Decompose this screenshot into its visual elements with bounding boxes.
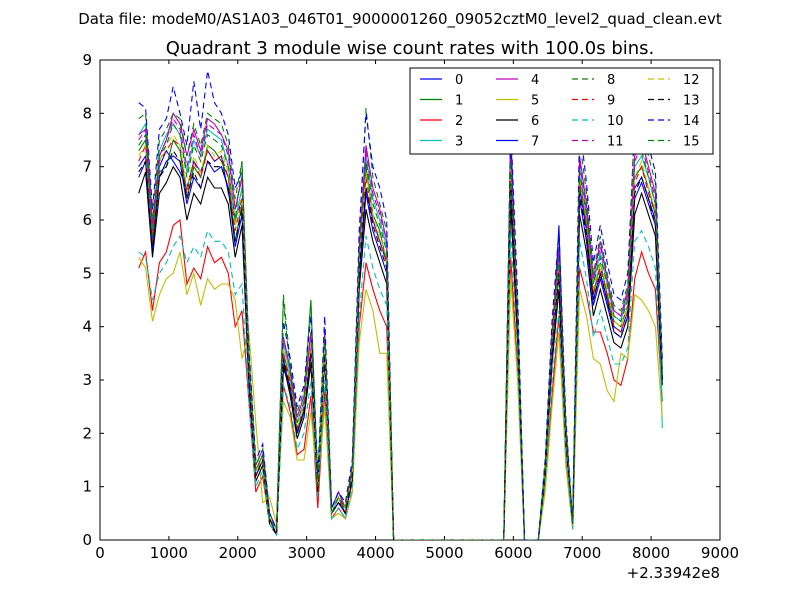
x-tick-label-7: 7000 xyxy=(563,544,601,562)
x-tick-label-3: 3000 xyxy=(288,544,326,562)
legend-label-11: 11 xyxy=(607,135,624,150)
legend-label-14: 14 xyxy=(683,114,700,129)
chart-title: Quadrant 3 module wise count rates with … xyxy=(166,38,655,59)
legend-label-8: 8 xyxy=(607,73,615,88)
x-tick-label-6: 6000 xyxy=(494,544,532,562)
series-line-9 xyxy=(138,139,663,540)
y-tick-label-9: 9 xyxy=(82,51,92,69)
x-tick-label-4: 4000 xyxy=(356,544,394,562)
legend-label-2: 2 xyxy=(455,114,463,129)
y-tick-label-1: 1 xyxy=(82,478,92,496)
series-line-11 xyxy=(138,117,663,540)
x-offset-label: +2.33942e8 xyxy=(627,564,720,582)
y-tick-label-7: 7 xyxy=(82,158,92,176)
legend-label-3: 3 xyxy=(455,135,463,150)
legend-label-0: 0 xyxy=(455,73,463,88)
legend-label-15: 15 xyxy=(683,135,700,150)
legend-label-9: 9 xyxy=(607,94,615,109)
legend-label-13: 13 xyxy=(683,94,700,109)
legend-label-1: 1 xyxy=(455,94,463,109)
y-tick-label-6: 6 xyxy=(82,211,92,229)
x-tick-label-0: 0 xyxy=(95,544,105,562)
legend-label-5: 5 xyxy=(531,94,539,109)
legend-label-6: 6 xyxy=(531,114,539,129)
legend-label-10: 10 xyxy=(607,114,624,129)
y-tick-label-2: 2 xyxy=(82,424,92,442)
y-tick-label-4: 4 xyxy=(82,318,92,336)
legend-box xyxy=(409,67,714,155)
x-tick-label-9: 9000 xyxy=(701,544,739,562)
x-tick-label-1: 1000 xyxy=(150,544,188,562)
y-tick-label-5: 5 xyxy=(82,264,92,282)
y-tick-label-0: 0 xyxy=(82,531,92,549)
series-line-15 xyxy=(138,118,663,540)
x-tick-label-8: 8000 xyxy=(632,544,670,562)
series-line-10 xyxy=(138,229,663,540)
data-file-suptitle: Data file: modeM0/AS1A03_046T01_90000012… xyxy=(78,10,722,29)
legend-label-7: 7 xyxy=(531,135,539,150)
legend-label-12: 12 xyxy=(683,73,700,88)
x-tick-label-5: 5000 xyxy=(425,544,463,562)
legend-label-4: 4 xyxy=(531,73,539,88)
y-tick-label-3: 3 xyxy=(82,371,92,389)
y-tick-label-8: 8 xyxy=(82,104,92,122)
plot-area: 0 1000 2000 3000 4000 5000 6000 7000 8000 9000012… xyxy=(82,51,739,562)
x-tick-label-2: 2000 xyxy=(219,544,257,562)
